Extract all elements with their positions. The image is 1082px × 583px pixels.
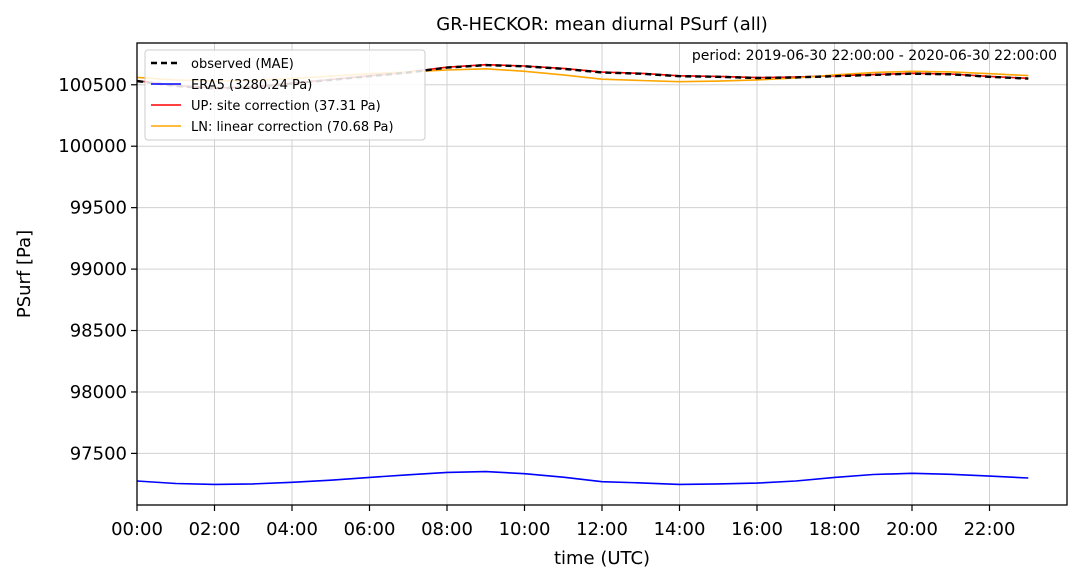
- y-tick-label: 99000: [70, 259, 127, 280]
- x-tick-label: 16:00: [731, 519, 783, 540]
- legend-label: UP: site correction (37.31 Pa): [191, 99, 381, 114]
- legend-label: observed (MAE): [191, 57, 294, 72]
- x-tick-label: 02:00: [189, 519, 241, 540]
- x-tick-label: 12:00: [576, 519, 628, 540]
- chart-title: GR-HECKOR: mean diurnal PSurf (all): [436, 14, 768, 35]
- x-axis-label: time (UTC): [554, 548, 650, 569]
- series-line: [136, 470, 1029, 486]
- series-line: [136, 63, 1029, 90]
- x-tick-label: 20:00: [886, 519, 938, 540]
- y-tick-label: 100000: [58, 136, 127, 157]
- y-axis-label: PSurf [Pa]: [14, 230, 35, 318]
- legend-box: [144, 49, 426, 141]
- x-tick-label: 06:00: [344, 519, 396, 540]
- y-tick-label: 97500: [70, 443, 127, 464]
- y-tick-label: 99500: [70, 198, 127, 219]
- y-axis-ticks: 97500 98000 98500 99000 99500 100000 100500: [58, 75, 137, 464]
- y-tick-label: 98500: [70, 321, 127, 342]
- legend-label: ERA5 (3280.24 Pa): [191, 78, 312, 93]
- x-tick-label: 10:00: [499, 519, 551, 540]
- x-tick-label: 14:00: [654, 519, 706, 540]
- x-tick-label: 08:00: [421, 519, 473, 540]
- y-tick-label: 100500: [58, 75, 127, 96]
- x-tick-label: 18:00: [809, 519, 861, 540]
- x-tick-label: 04:00: [266, 519, 318, 540]
- x-tick-label: 22:00: [964, 519, 1016, 540]
- x-axis-ticks: 00:00 02:00 04:00 06:00 08:00 10:00 12:00 14:00…: [111, 505, 1015, 540]
- legend-label: LN: linear correction (70.68 Pa): [191, 120, 394, 135]
- y-tick-label: 98000: [70, 382, 127, 403]
- period-annotation: period: 2019-06-30 22:00:00 - 2020-06-30…: [692, 48, 1057, 64]
- x-tick-label: 00:00: [111, 519, 163, 540]
- legend: observed (MAE) ERA5 (3280.24 Pa) UP: site …: [144, 49, 426, 141]
